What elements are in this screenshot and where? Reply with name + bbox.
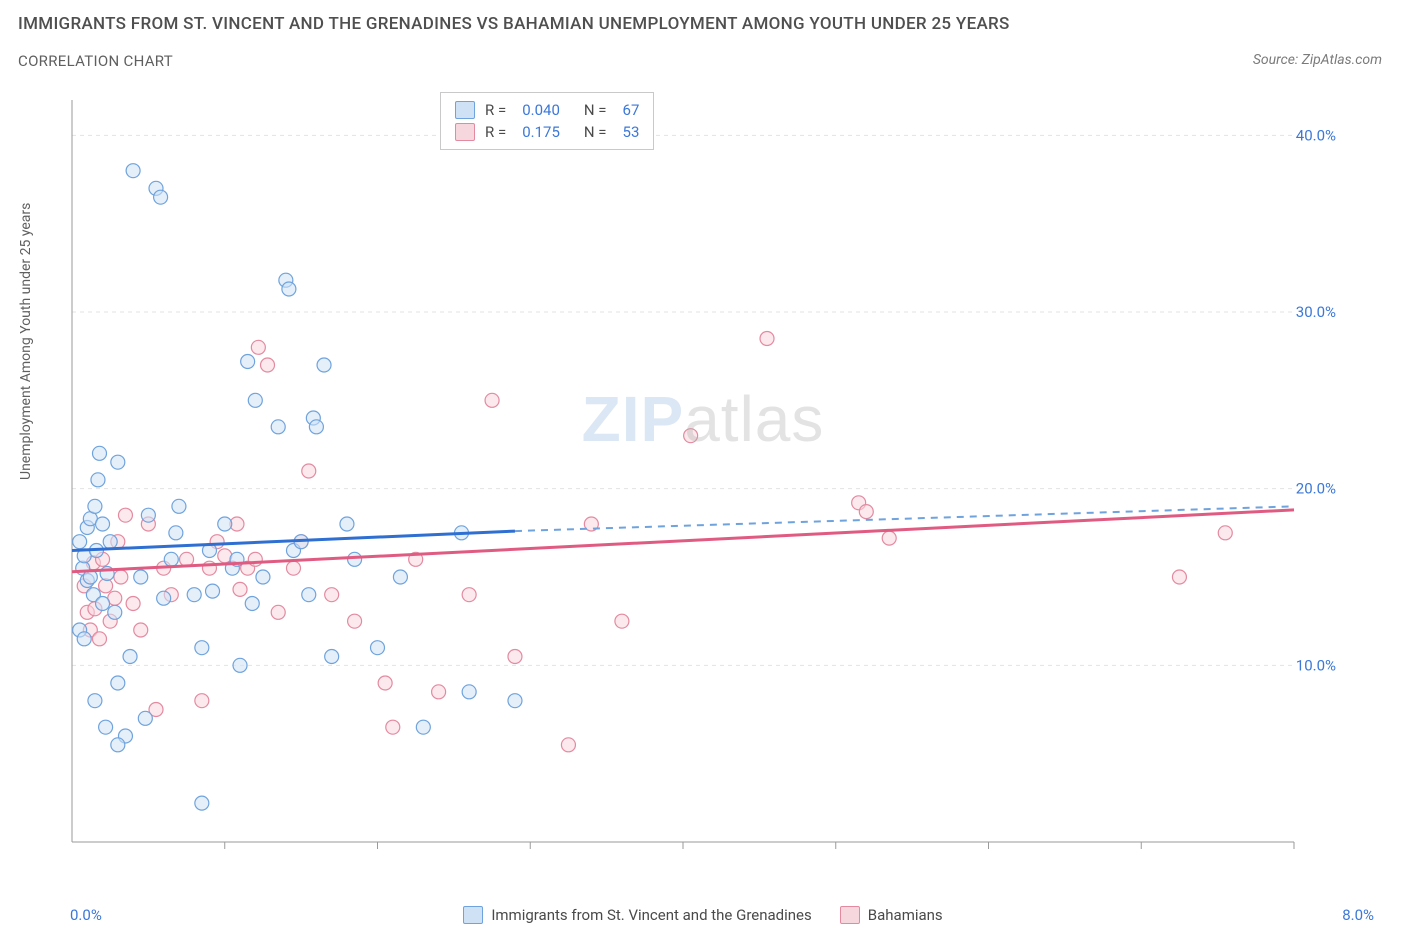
page-title: IMMIGRANTS FROM ST. VINCENT AND THE GREN… (18, 14, 1010, 34)
source-credit: Source: ZipAtlas.com (1253, 52, 1382, 68)
source-label: Source: (1253, 52, 1298, 68)
n-value-b: 53 (623, 121, 640, 143)
swatch-series-b (840, 906, 860, 924)
legend-item-b: Bahamians (840, 906, 943, 924)
swatch-series-b (455, 123, 475, 141)
series-legend: Immigrants from St. Vincent and the Gren… (0, 906, 1406, 924)
stats-legend-box: R = 0.040 N = 67 R = 0.175 N = 53 (440, 92, 654, 150)
svg-text:10.0%: 10.0% (1296, 656, 1336, 674)
svg-text:20.0%: 20.0% (1296, 480, 1336, 498)
r-value-a: 0.040 (522, 99, 560, 121)
source-value: ZipAtlas.com (1302, 52, 1382, 68)
legend-label-a: Immigrants from St. Vincent and the Gren… (491, 906, 811, 924)
svg-text:40.0%: 40.0% (1296, 126, 1336, 144)
svg-text:30.0%: 30.0% (1296, 303, 1336, 321)
page-subtitle: CORRELATION CHART (18, 52, 173, 70)
n-label: N = (584, 121, 607, 143)
n-label: N = (584, 99, 607, 121)
correlation-scatter-chart: 10.0% 20.0% 30.0% 40.0% (62, 90, 1344, 880)
legend-label-b: Bahamians (868, 906, 943, 924)
stats-row-a: R = 0.040 N = 67 (455, 99, 639, 121)
r-value-b: 0.175 (522, 121, 560, 143)
stats-row-b: R = 0.175 N = 53 (455, 121, 639, 143)
legend-item-a: Immigrants from St. Vincent and the Gren… (463, 906, 811, 924)
r-label: R = (485, 121, 506, 143)
r-label: R = (485, 99, 506, 121)
swatch-series-a (463, 906, 483, 924)
swatch-series-a (455, 101, 475, 119)
n-value-a: 67 (623, 99, 640, 121)
y-axis-label: Unemployment Among Youth under 25 years (18, 203, 34, 480)
